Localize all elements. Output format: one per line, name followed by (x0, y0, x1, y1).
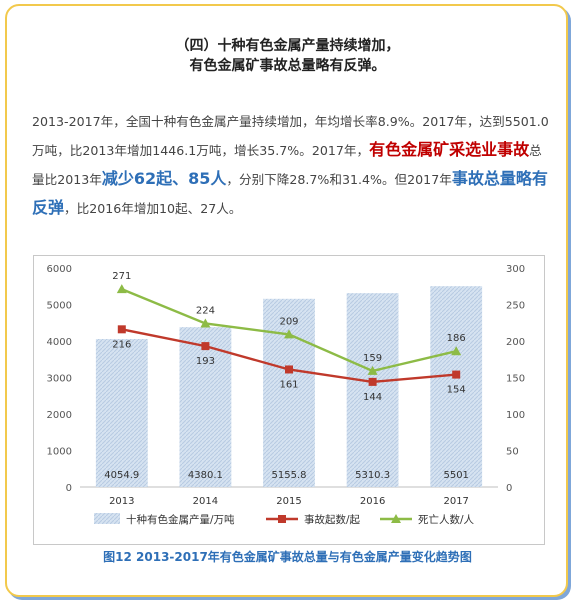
y-left-tick-label: 4000 (47, 337, 72, 348)
bar-value-label: 5310.3 (355, 470, 390, 481)
bar (346, 293, 399, 487)
legend-swatch-output (94, 513, 120, 524)
y-right-tick-label: 50 (506, 447, 519, 458)
chart-legend: 十种有色金属产量/万吨 事故起数/起 死亡人数/人 (94, 513, 475, 526)
paragraph-text-1: 2013-2017年，全国十种有色金属产量持续增加，年均增长率8.9%。2017… (32, 114, 549, 158)
accidents-value-label: 193 (196, 356, 215, 367)
bar (95, 338, 148, 487)
deaths-point (367, 365, 378, 375)
accidents-point (201, 342, 210, 351)
legend-marker-deaths (391, 514, 401, 523)
y-right-tick-label: 200 (506, 337, 525, 348)
bar-value-label: 4054.9 (104, 470, 139, 481)
accidents-value-label: 161 (279, 379, 298, 390)
chart-container: 0 1000 2000 3000 4000 5000 6000 0 50 100 150 200 250… (33, 255, 545, 545)
paragraph-text-2: 总量比2013年 (32, 143, 542, 187)
legend-label-output: 十种有色金属产量/万吨 (126, 513, 235, 526)
bar-series: 4054.9 4380.1 5155.8 5310.3 5501 (95, 286, 483, 487)
highlight-decrease: 减少62起、85人 (101, 169, 227, 188)
accidents-value-label: 154 (447, 385, 466, 396)
y-right-tick-label: 150 (506, 374, 525, 385)
paragraph-text-3: ，分别下降28.7%和31.4%。但2017年 (226, 172, 452, 187)
deaths-point (200, 318, 211, 328)
deaths-point (116, 284, 127, 294)
deaths-value-label: 159 (363, 353, 382, 364)
accidents-point (285, 365, 293, 374)
section-heading: （四）十种有色金属产量持续增加， 有色金属矿事故总量略有反弹。 (0, 36, 575, 76)
y-left-tick-label: 2000 (47, 410, 72, 421)
y-left-tick-label: 5000 (47, 301, 72, 312)
x-tick-label: 2013 (109, 496, 134, 507)
x-tick-label: 2015 (276, 496, 301, 507)
legend-label-accidents: 事故起数/起 (304, 513, 361, 526)
x-tick-label: 2014 (193, 496, 218, 507)
chart-svg: 0 1000 2000 3000 4000 5000 6000 0 50 100 150 200 250… (47, 264, 526, 526)
y-left-tick-label: 0 (66, 483, 72, 494)
deaths-value-label: 224 (196, 305, 215, 316)
y-right-tick-label: 250 (506, 301, 525, 312)
deaths-value-label: 271 (112, 271, 131, 282)
bar-value-label: 4380.1 (188, 470, 223, 481)
y-right-tick-label: 0 (506, 483, 512, 494)
bar-value-label: 5501 (443, 470, 468, 481)
bar (179, 327, 232, 487)
bar (430, 286, 483, 487)
figure-caption: 图12 2013-2017年有色金属矿事故总量与有色金属产量变化趋势图 (103, 550, 472, 564)
heading-line-1: （四）十种有色金属产量持续增加， (175, 38, 400, 54)
deaths-point (451, 346, 462, 356)
y-left-tick-label: 1000 (47, 447, 72, 458)
x-tick-label: 2017 (443, 496, 468, 507)
legend-marker-accidents (278, 515, 286, 523)
deaths-point (284, 329, 294, 339)
summary-paragraph: 2013-2017年，全国十种有色金属产量持续增加，年均增长率8.9%。2017… (32, 108, 552, 223)
highlight-rebound: 事故总量略有反弹 (32, 169, 548, 217)
accidents-value-label: 216 (112, 339, 131, 350)
y-right-tick-label: 100 (506, 410, 525, 421)
y-left-tick-label: 6000 (47, 264, 72, 275)
bar-value-label: 5155.8 (272, 470, 307, 481)
heading-line-2: 有色金属矿事故总量略有反弹。 (189, 58, 386, 74)
accidents-point (117, 325, 126, 334)
deaths-value-label: 209 (279, 316, 298, 327)
y-left-tick-label: 3000 (47, 374, 72, 385)
accidents-value-label: 144 (363, 392, 382, 403)
y-right-tick-label: 300 (506, 264, 525, 275)
highlight-industry: 有色金属矿采选业事故 (369, 140, 530, 159)
paragraph-text-4: ，比2016年增加10起、27人。 (64, 201, 242, 216)
x-tick-label: 2016 (360, 496, 385, 507)
accidents-point (452, 370, 461, 379)
deaths-value-label: 186 (447, 333, 466, 344)
legend-label-deaths: 死亡人数/人 (418, 513, 475, 526)
line-series: 216 193 161 144 154 271 224 209 159 186 (112, 271, 465, 403)
accidents-point (368, 377, 377, 386)
